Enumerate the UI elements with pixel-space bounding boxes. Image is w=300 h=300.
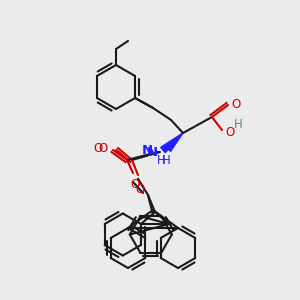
- Text: O: O: [94, 142, 103, 154]
- Text: N: N: [142, 143, 153, 157]
- Text: O: O: [231, 98, 240, 112]
- Polygon shape: [165, 133, 183, 152]
- Text: O: O: [130, 178, 140, 191]
- Text: H: H: [157, 154, 165, 166]
- Text: H: H: [234, 118, 243, 131]
- Text: O: O: [135, 183, 145, 196]
- Polygon shape: [161, 133, 183, 153]
- Text: H: H: [162, 154, 171, 166]
- Text: N: N: [147, 146, 158, 158]
- Text: O: O: [99, 142, 108, 154]
- Text: O: O: [225, 125, 234, 139]
